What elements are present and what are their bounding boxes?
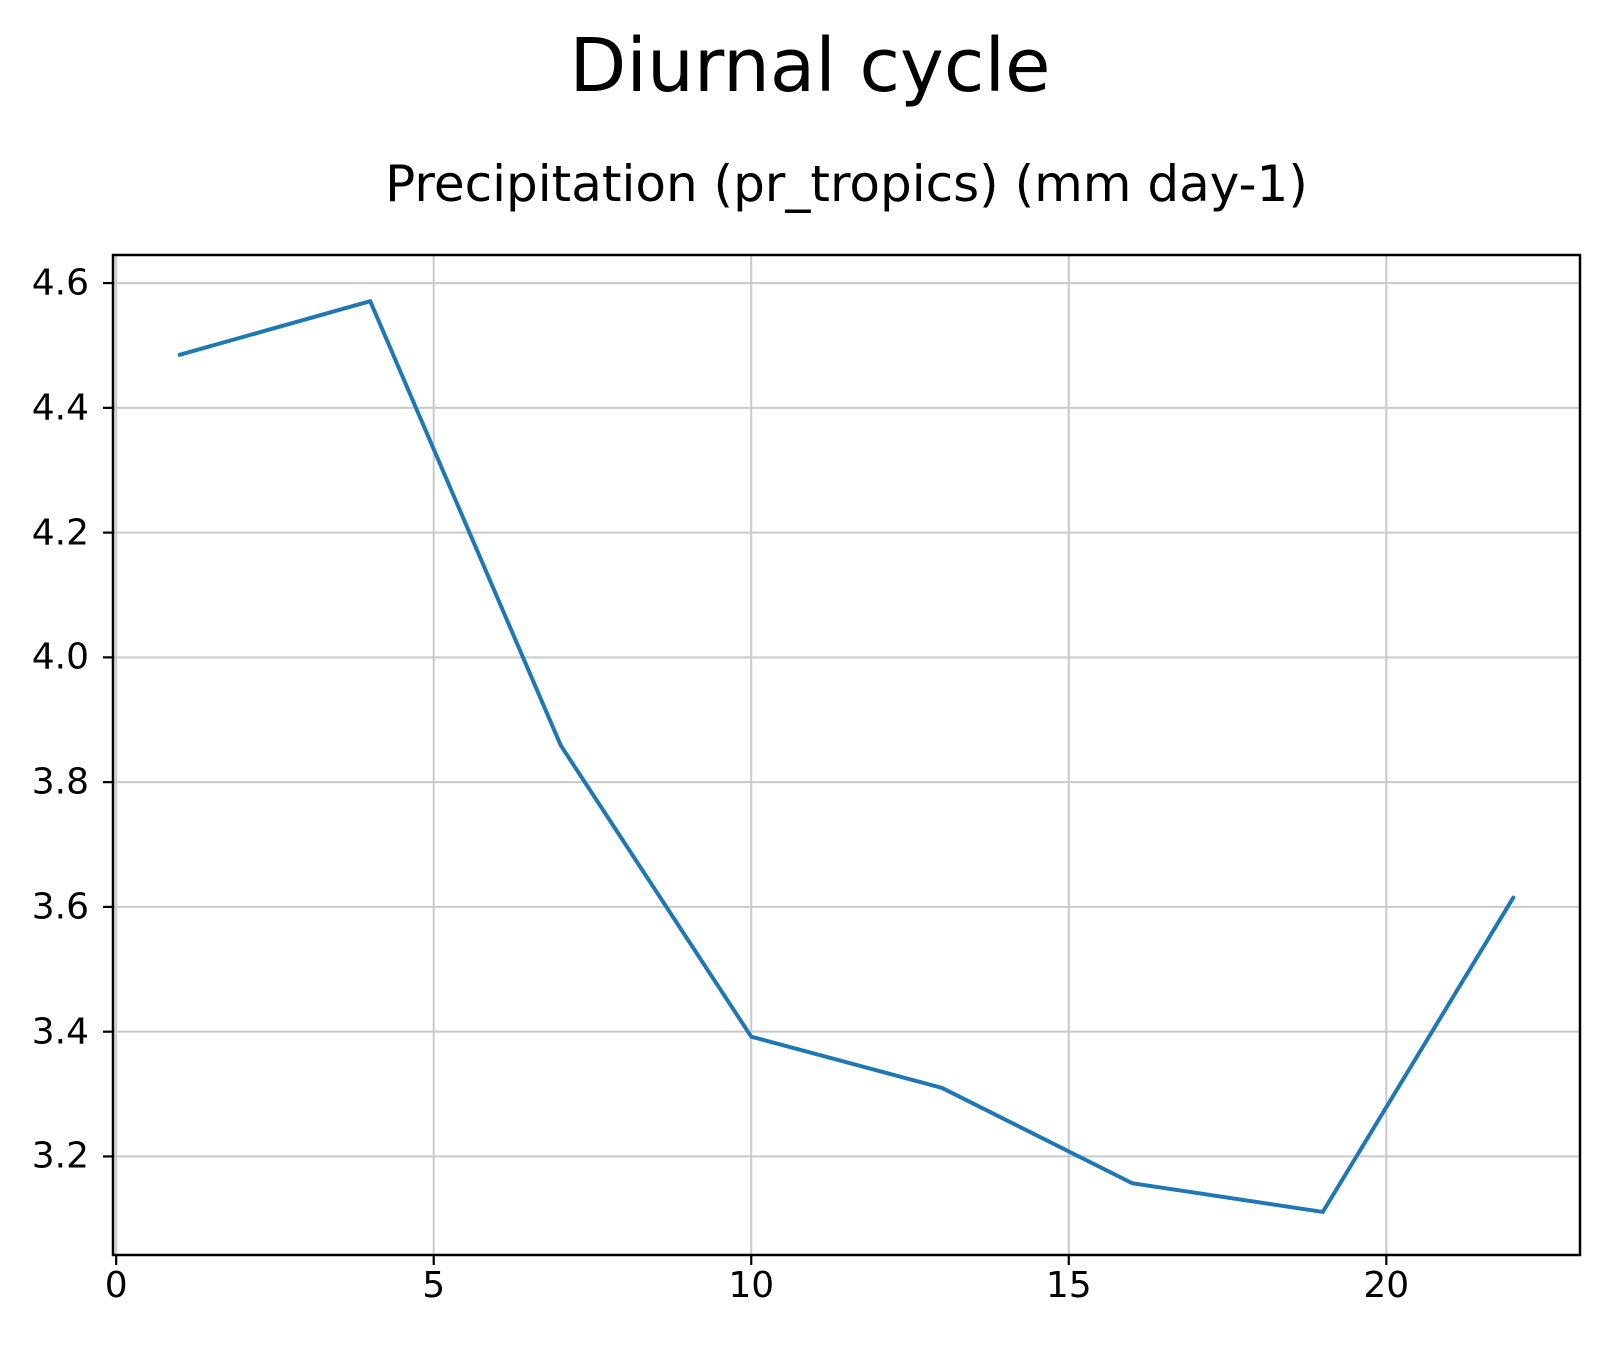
x-tick-label: 15 [1045, 1265, 1092, 1306]
x-tick-label: 20 [1363, 1265, 1410, 1306]
plot-border [111, 253, 1582, 1257]
y-tick-label: 4.0 [31, 636, 89, 678]
y-tick-label: 4.6 [31, 262, 89, 304]
x-tick-label: 5 [422, 1265, 446, 1306]
chart-subtitle: Precipitation (pr_tropics) (mm day-1) [385, 155, 1308, 213]
y-tick-label: 3.8 [31, 761, 89, 803]
y-tick-label: 4.2 [31, 512, 89, 554]
data-line [177, 299, 1516, 1214]
chart-title: Diurnal cycle [569, 23, 1051, 109]
y-tick-label: 3.2 [31, 1135, 89, 1177]
y-tick-label: 4.4 [31, 387, 89, 429]
y-tick-label: 3.4 [31, 1011, 89, 1053]
x-tick-label: 10 [728, 1265, 775, 1306]
y-tick-label: 3.6 [31, 886, 89, 928]
x-tick-label: 0 [104, 1265, 128, 1306]
